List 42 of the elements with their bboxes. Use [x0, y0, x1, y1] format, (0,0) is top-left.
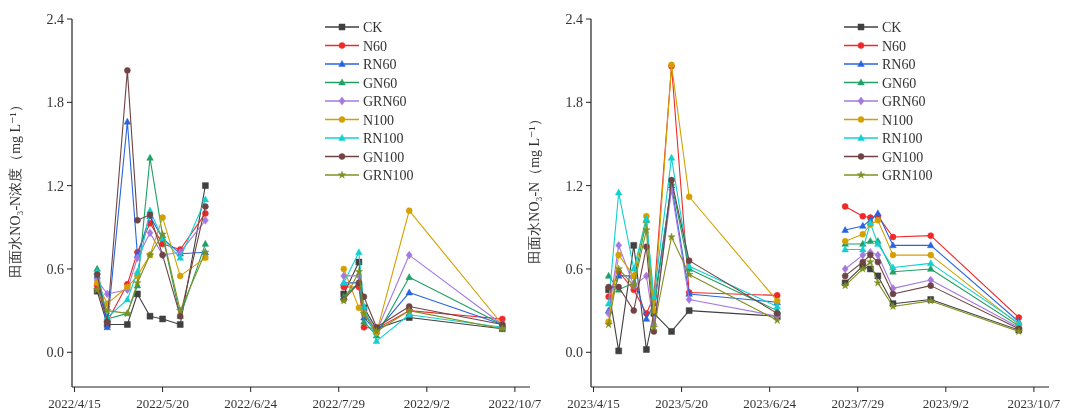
legend-label: N60 — [882, 38, 907, 54]
legend-label: RN60 — [882, 57, 916, 72]
y-tick-label: 1.8 — [46, 95, 64, 111]
legend-label: CK — [363, 20, 383, 35]
legend-label: N100 — [363, 112, 395, 128]
y-tick-label: 0.0 — [565, 345, 583, 361]
legend-label: GRN100 — [882, 168, 933, 183]
legend-label: RN100 — [882, 131, 923, 146]
x-tick-label: 2022/5/20 — [136, 396, 189, 411]
legend-label: GRN60 — [363, 94, 407, 109]
legend-label: GN60 — [363, 75, 398, 91]
legend-label: GN100 — [363, 149, 405, 165]
legend-label: CK — [882, 20, 902, 35]
legend-label: RN60 — [363, 57, 397, 72]
legend-label: GRN100 — [363, 168, 414, 183]
x-tick-label: 2023/10/7 — [1007, 396, 1061, 411]
y-tick-label: 2.4 — [46, 12, 64, 27]
legend-label: GN100 — [882, 149, 924, 165]
legend-label: N100 — [882, 112, 914, 128]
y-tick-label: 1.8 — [565, 95, 583, 111]
x-tick-label: 2023/9/2 — [922, 396, 969, 411]
x-tick-label: 2023/5/20 — [655, 396, 708, 411]
x-tick-label: 2022/9/2 — [403, 396, 450, 411]
legend-label: N60 — [363, 38, 388, 54]
legend-label: GRN60 — [882, 94, 926, 109]
x-tick-label: 2023/7/29 — [831, 396, 885, 411]
y-tick-label: 0.0 — [46, 345, 64, 361]
x-tick-label: 2023/6/24 — [743, 396, 797, 411]
y-tick-label: 2.4 — [565, 12, 583, 27]
x-tick-label: 2022/10/7 — [488, 396, 542, 411]
x-tick-label: 2022/6/24 — [224, 396, 278, 411]
y-tick-label: 0.6 — [565, 261, 583, 277]
y-axis-title: 田面水NO₃-N（mg L⁻¹） — [527, 112, 542, 264]
x-tick-label: 2022/4/15 — [48, 396, 101, 411]
y-tick-label: 1.2 — [46, 178, 64, 194]
y-tick-label: 1.2 — [565, 178, 583, 194]
legend-label: GN60 — [882, 75, 917, 91]
y-tick-label: 0.6 — [46, 261, 64, 277]
x-tick-label: 2022/7/29 — [312, 396, 366, 411]
y-axis-title: 田面水NO₃-N浓度（mg L⁻¹） — [8, 98, 23, 278]
legend-label: RN100 — [363, 131, 404, 146]
x-tick-label: 2023/4/15 — [567, 396, 620, 411]
